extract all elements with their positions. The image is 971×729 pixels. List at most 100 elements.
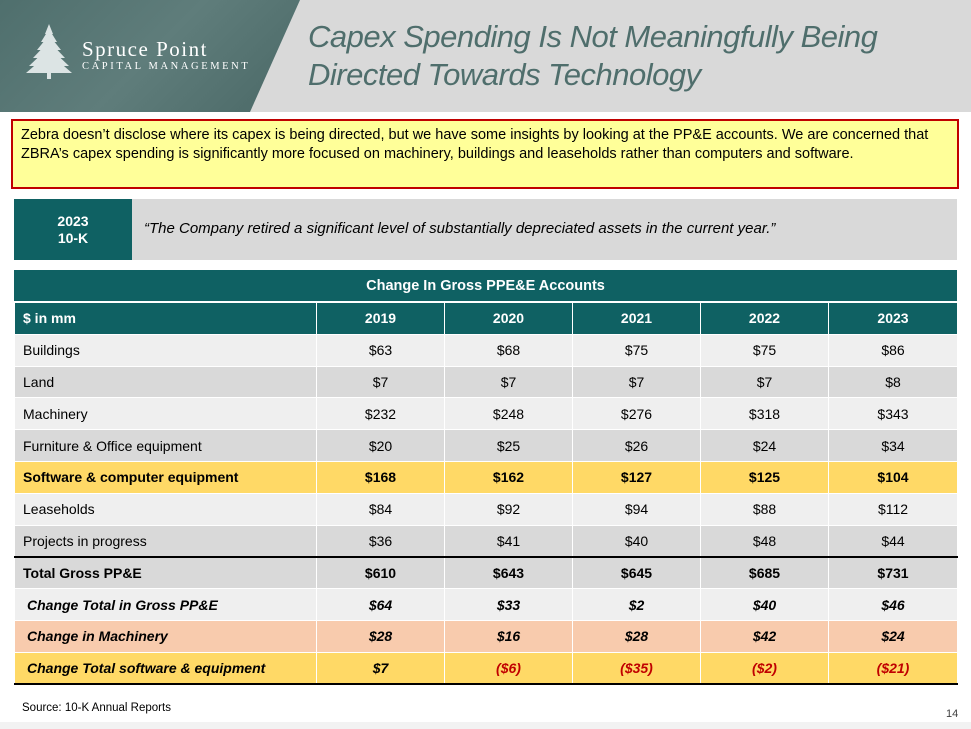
cell-value: $318 (700, 397, 829, 431)
row-label: Change in Machinery (14, 619, 317, 653)
cell-value: $75 (572, 333, 701, 367)
row-label: Furniture & Office equipment (14, 429, 317, 462)
cell-value: $125 (700, 460, 829, 494)
cell-value: $94 (572, 492, 701, 526)
cell-value: $33 (444, 588, 573, 621)
table-title: Change In Gross PPE&E Accounts (14, 270, 957, 302)
row-label: Change Total software & equipment (14, 651, 317, 686)
cell-value: $42 (700, 619, 829, 653)
cell-value: $26 (572, 429, 701, 462)
quote-text: “The Company retired a significant level… (144, 220, 776, 237)
row-machinery: Machinery $232 $248 $276 $318 $343 (14, 397, 958, 431)
row-label: Machinery (14, 397, 317, 431)
cell-value: $168 (316, 460, 445, 494)
quote-tag-doc: 10-K (57, 229, 89, 246)
cell-value: ($2) (700, 651, 829, 686)
cell-value: $36 (316, 524, 445, 558)
cell-value: $7 (572, 365, 701, 399)
cell-value: ($21) (828, 651, 958, 686)
row-furniture: Furniture & Office equipment $20 $25 $26 $24… (14, 429, 958, 462)
page-title-line-2: Directed Towards Technology (308, 57, 701, 92)
cell-value: $25 (444, 429, 573, 462)
row-change-software: Change Total software & equipment $7 ($6)(… (14, 651, 958, 686)
row-software: Software & computer equipment $168 $162 $12… (14, 460, 958, 494)
cell-value: $7 (316, 365, 445, 399)
row-label: Buildings (14, 333, 317, 367)
cell-value: $232 (316, 397, 445, 431)
cell-value: $8 (828, 365, 958, 399)
column-header-year: 2022 (700, 302, 829, 335)
row-label: Total Gross PP&E (14, 555, 317, 590)
page-title: Capex Spending Is Not Meaningfully Being… (308, 18, 948, 94)
cell-value: $7 (444, 365, 573, 399)
cell-value: $92 (444, 492, 573, 526)
quote-tag-year: 2023 (57, 212, 89, 229)
cell-value: $643 (444, 555, 573, 590)
cell-value: $46 (828, 588, 958, 621)
cell-value: $34 (828, 429, 958, 462)
cell-value: $7 (700, 365, 829, 399)
cell-value: $731 (828, 555, 958, 590)
table-header-row: $ in mm 2019 2020 2021 2022 2023 (14, 302, 958, 335)
quote-source-tag: 2023 10-K (14, 199, 132, 260)
summary-box: Zebra doesn’t disclose where its capex i… (11, 119, 959, 189)
cell-value: $64 (316, 588, 445, 621)
ppe-data-table: $ in mm 2019 2020 2021 2022 2023 Buildin… (14, 302, 958, 686)
cell-value: $685 (700, 555, 829, 590)
cell-value: $20 (316, 429, 445, 462)
page-title-line-1: Capex Spending Is Not Meaningfully Being (308, 19, 878, 54)
cell-value: $48 (700, 524, 829, 558)
cell-value: $127 (572, 460, 701, 494)
row-change-total: Change Total in Gross PP&E $64 $33 $2 $40 $46 (14, 588, 958, 621)
cell-value: $88 (700, 492, 829, 526)
cell-value: $104 (828, 460, 958, 494)
ppe-table: Change In Gross PPE&E Accounts $ in mm 2… (14, 270, 958, 686)
brand-name: Spruce Point (82, 37, 208, 61)
cell-value: $276 (572, 397, 701, 431)
row-projects: Projects in progress $36 $41 $40 $48 $44 (14, 524, 958, 558)
cell-value: $16 (444, 619, 573, 653)
cell-value: $248 (444, 397, 573, 431)
cell-value: $28 (572, 619, 701, 653)
row-change-machinery: Change in Machinery $28 $16 $28 $42 $24 (14, 619, 958, 653)
cell-value: $41 (444, 524, 573, 558)
row-total: Total Gross PP&E $610 $643 $645 $685 $731 (14, 555, 958, 590)
cell-value: $2 (572, 588, 701, 621)
cell-value: $63 (316, 333, 445, 367)
cell-value: $84 (316, 492, 445, 526)
cell-value: $645 (572, 555, 701, 590)
page-number: 14 (946, 708, 959, 720)
row-land: Land $7 $7 $7 $7 $8 (14, 365, 958, 399)
quote-bar: 2023 10-K “The Company retired a signifi… (14, 199, 957, 260)
header-bar: Spruce Point CAPITAL MANAGEMENT Capex Sp… (0, 0, 971, 112)
footer-strip (0, 722, 971, 729)
cell-value: $112 (828, 492, 958, 526)
cell-value: $68 (444, 333, 573, 367)
cell-value: ($6) (444, 651, 573, 686)
brand-subtitle: CAPITAL MANAGEMENT (82, 61, 251, 72)
row-label: Leaseholds (14, 492, 317, 526)
cell-value: $40 (572, 524, 701, 558)
spruce-tree-icon (26, 24, 72, 79)
header-divider (250, 0, 300, 112)
cell-value: $40 (700, 588, 829, 621)
column-header-year: 2020 (444, 302, 573, 335)
cell-value: $75 (700, 333, 829, 367)
cell-value: $24 (700, 429, 829, 462)
source-note: Source: 10-K Annual Reports (22, 702, 171, 714)
column-header-year: 2019 (316, 302, 445, 335)
cell-value: $44 (828, 524, 958, 558)
column-header-year: 2023 (828, 302, 958, 335)
cell-value: $7 (316, 651, 445, 686)
row-label: Projects in progress (14, 524, 317, 558)
cell-value: $343 (828, 397, 958, 431)
cell-value: ($35) (572, 651, 701, 686)
row-label: Software & computer equipment (14, 460, 317, 494)
row-label: Land (14, 365, 317, 399)
row-label: Change Total in Gross PP&E (14, 588, 317, 621)
cell-value: $24 (828, 619, 958, 653)
cell-value: $28 (316, 619, 445, 653)
cell-value: $86 (828, 333, 958, 367)
column-header-unit: $ in mm (14, 302, 317, 335)
row-leaseholds: Leaseholds $84 $92 $94 $88 $112 (14, 492, 958, 526)
